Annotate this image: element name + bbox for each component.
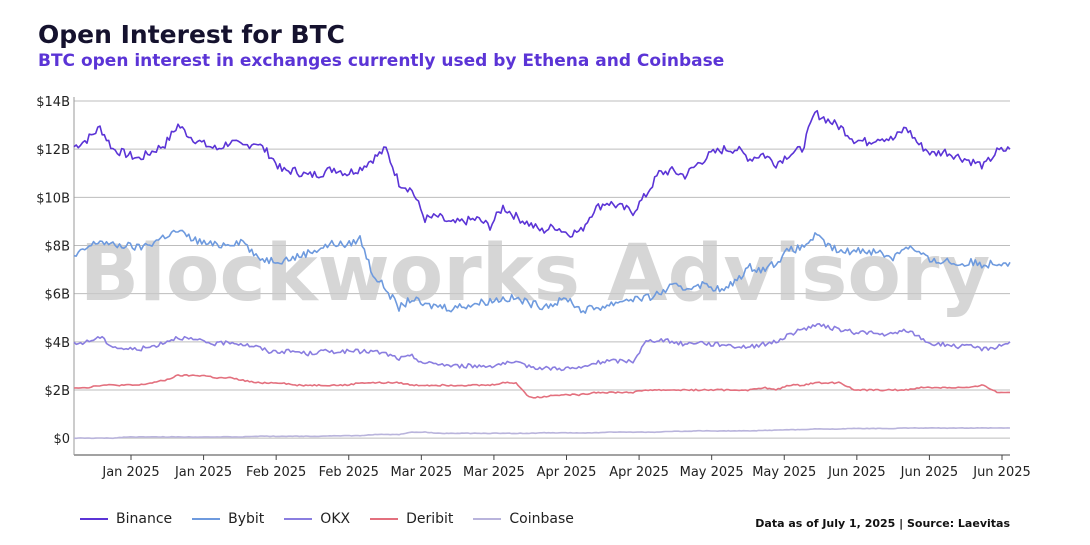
legend-swatch [80,518,108,520]
legend-item-coinbase[interactable]: Coinbase [473,511,574,527]
x-tick-label: Feb 2025 [246,465,306,480]
legend-item-okx[interactable]: OKX [284,511,350,527]
legend-swatch [284,518,313,520]
chart-subtitle: BTC open interest in exchanges currently… [38,51,725,71]
series-line-bybit [73,229,1011,314]
y-tick-label: $0 [53,432,70,447]
x-tick-label: Feb 2025 [319,465,379,480]
legend-label: Bybit [228,511,265,527]
x-tick-label: Jun 2025 [900,465,959,480]
source-note: Data as of July 1, 2025 | Source: Laevit… [755,517,1010,530]
legend-label: OKX [320,511,351,527]
x-tick-label: Jan 2025 [101,465,159,480]
watermark-text: Blockworks Advisory [80,229,991,319]
chart-title: Open Interest for BTC [38,20,345,49]
series-line-coinbase [73,426,1011,440]
y-tick-label: $4B [45,336,70,351]
y-tick-label: $6B [45,288,70,303]
y-axis: $0 $2B $4B $6B $8B $10B $12B $14B [36,95,70,447]
legend-label: Coinbase [509,511,574,527]
x-tick-label: Apr 2025 [537,465,597,480]
y-tick-label: $12B [36,143,70,158]
x-tick-label: Mar 2025 [390,465,452,480]
legend-label: Deribit [406,511,454,527]
legend-label: Binance [116,511,173,527]
series-line-binance [73,109,1011,238]
legend-swatch [192,518,221,520]
legend-item-binance[interactable]: Binance [80,511,172,527]
series-line-deribit [73,373,1010,399]
y-tick-label: $14B [36,95,70,110]
legend-swatch [473,518,502,520]
x-tick-label: Apr 2025 [609,465,669,480]
x-axis: Jan 2025 Jan 2025 Feb 2025 Feb 2025 Mar 2025… [73,97,1031,480]
y-tick-label: $8B [45,239,70,254]
legend-swatch [370,518,399,520]
series-lines [73,109,1011,440]
legend-item-bybit[interactable]: Bybit [192,511,264,527]
x-tick-label: Jun 2025 [972,465,1031,480]
x-tick-label: Jun 2025 [827,465,886,480]
x-tick-label: Mar 2025 [463,465,525,480]
x-tick-label: Jan 2025 [174,465,232,480]
x-tick-label: May 2025 [680,465,744,480]
series-line-okx [73,322,1011,372]
y-tick-label: $2B [45,384,70,399]
legend-item-deribit[interactable]: Deribit [370,511,453,527]
y-tick-label: $10B [36,191,70,206]
legend: Binance Bybit OKX Deribit Coinbase [80,511,574,527]
x-tick-label: May 2025 [752,465,816,480]
